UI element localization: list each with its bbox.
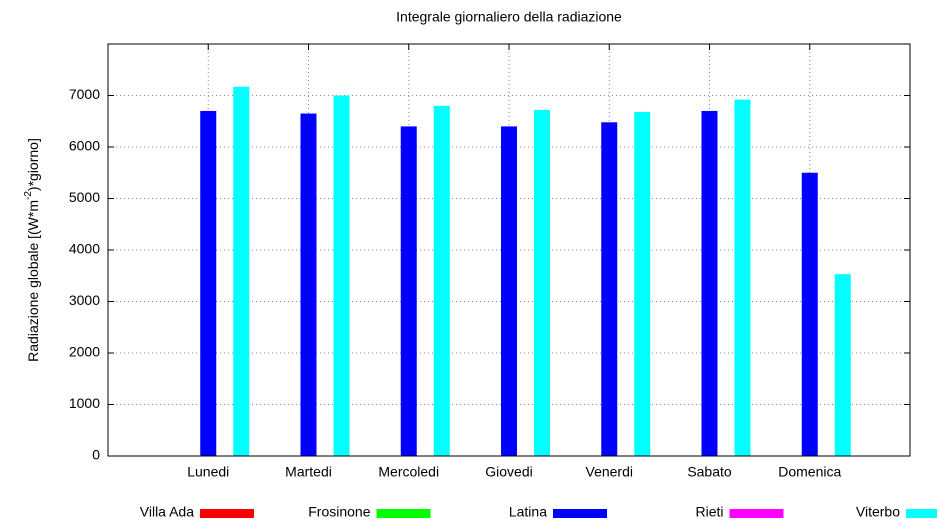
- legend-label: Viterbo: [856, 504, 900, 520]
- y-tick-label: 1000: [69, 395, 100, 411]
- x-tick-label: Venerdi: [586, 464, 633, 480]
- legend-label: Frosinone: [308, 504, 370, 520]
- y-axis-label: Radiazione globale [(W*m-2)*giorno]: [23, 138, 41, 362]
- bar: [801, 172, 818, 456]
- bar: [501, 126, 517, 457]
- legend-label: Villa Ada: [140, 504, 194, 520]
- y-label-sup: -2: [23, 191, 34, 200]
- y-label-part: Radiazione globale [(W*m: [25, 200, 41, 362]
- bar: [400, 126, 417, 457]
- bar: [534, 109, 550, 457]
- bar: [433, 105, 450, 457]
- legend-swatch: [200, 509, 254, 518]
- y-tick-label: 3000: [69, 292, 100, 308]
- x-tick-label: Giovedi: [485, 464, 532, 480]
- bar: [333, 95, 350, 456]
- y-tick-label: 7000: [69, 86, 100, 102]
- y-tick-label: 6000: [69, 138, 100, 154]
- x-tick-label: Lunedi: [187, 464, 229, 480]
- y-tick-label: 4000: [69, 241, 100, 257]
- legend-swatch: [553, 509, 607, 518]
- bar: [834, 274, 851, 456]
- x-tick-label: Sabato: [687, 464, 732, 480]
- y-tick-label: 0: [92, 447, 100, 463]
- bar: [734, 99, 751, 457]
- legend-label: Rieti: [695, 504, 723, 520]
- legend-swatch: [376, 509, 431, 518]
- bar: [601, 122, 618, 456]
- bar: [701, 110, 718, 456]
- bar: [300, 113, 317, 457]
- legend-label: Latina: [509, 504, 547, 520]
- bar: [200, 110, 217, 456]
- bar: [233, 86, 250, 457]
- y-label-part: )*giorno]: [25, 138, 41, 191]
- plot-frame: [107, 43, 911, 457]
- y-tick-label: 5000: [69, 189, 100, 205]
- bar: [634, 111, 651, 456]
- x-tick-label: Martedi: [285, 464, 332, 480]
- y-tick-label: 2000: [69, 344, 100, 360]
- x-tick-label: Domenica: [778, 464, 841, 480]
- legend-swatch: [729, 509, 784, 518]
- legend-swatch: [906, 509, 937, 518]
- x-tick-label: Mercoledi: [378, 464, 439, 480]
- chart-title: Integrale giornaliero della radiazione: [396, 9, 622, 25]
